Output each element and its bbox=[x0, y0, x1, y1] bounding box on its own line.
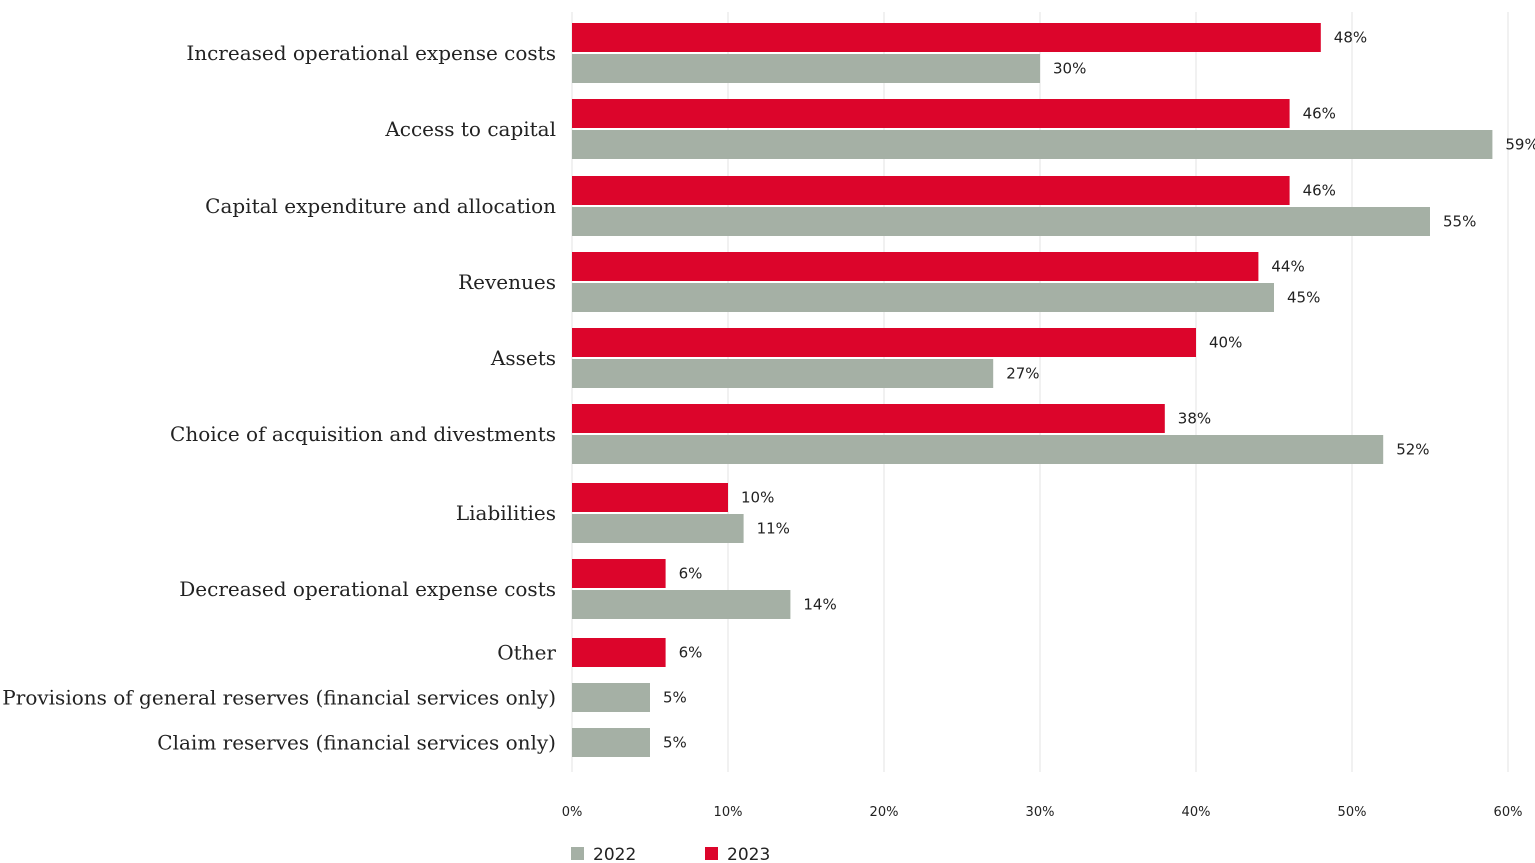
bar-2022 bbox=[572, 514, 744, 543]
x-tick-label: 40% bbox=[1182, 805, 1211, 820]
data-label: 45% bbox=[1287, 289, 1320, 307]
x-tick-label: 60% bbox=[1494, 805, 1523, 820]
bar-2023 bbox=[572, 404, 1165, 433]
data-label: 40% bbox=[1209, 334, 1242, 352]
bar-2022 bbox=[572, 435, 1384, 464]
category-label: Increased operational expense costs bbox=[186, 41, 556, 65]
data-label: 38% bbox=[1178, 410, 1211, 428]
data-label: 10% bbox=[741, 489, 774, 507]
category-label: Liabilities bbox=[456, 501, 556, 525]
bar-2023 bbox=[572, 23, 1321, 52]
bar-2023 bbox=[572, 252, 1259, 281]
category-label: Other bbox=[497, 641, 556, 665]
x-tick-label: 20% bbox=[870, 805, 899, 820]
data-label: 46% bbox=[1303, 105, 1336, 123]
x-tick-label: 30% bbox=[1026, 805, 1055, 820]
bar-2022 bbox=[572, 590, 791, 619]
data-label: 5% bbox=[663, 689, 687, 707]
bar-2022 bbox=[572, 283, 1274, 312]
category-labels: Increased operational expense costs Acces… bbox=[2, 41, 556, 755]
bar-2023 bbox=[572, 99, 1290, 128]
bars bbox=[572, 23, 1493, 757]
data-labels: 48% 30% 46% 59% 46% 55% 44% 45% 40% 27% 38% 52% 10% 1… bbox=[663, 29, 1535, 752]
category-label: Capital expenditure and allocation bbox=[205, 194, 556, 218]
category-label: Claim reserves (financial services only) bbox=[157, 731, 556, 755]
data-label: 11% bbox=[757, 520, 790, 538]
data-label: 46% bbox=[1303, 182, 1336, 200]
bar-2022 bbox=[572, 207, 1430, 236]
category-label: Revenues bbox=[458, 270, 556, 294]
bar-2022 bbox=[572, 54, 1040, 83]
bar-2022 bbox=[572, 683, 650, 712]
legend-label: 2023 bbox=[727, 845, 770, 863]
data-label: 55% bbox=[1443, 213, 1476, 231]
data-label: 59% bbox=[1505, 136, 1535, 154]
data-label: 27% bbox=[1006, 365, 1039, 383]
category-label: Decreased operational expense costs bbox=[179, 577, 556, 601]
bar-2022 bbox=[572, 728, 650, 757]
category-label: Assets bbox=[490, 346, 556, 370]
data-label: 6% bbox=[679, 565, 703, 583]
bar-2022 bbox=[572, 130, 1493, 159]
data-label: 52% bbox=[1396, 441, 1429, 459]
data-label: 6% bbox=[679, 644, 703, 662]
legend-label: 2022 bbox=[593, 845, 636, 863]
data-label: 30% bbox=[1053, 60, 1086, 78]
legend: 2022 2023 bbox=[571, 845, 770, 863]
x-axis-ticks: 0% 10% 20% 30% 40% 50% 60% bbox=[562, 805, 1523, 820]
data-label: 14% bbox=[803, 596, 836, 614]
data-label: 48% bbox=[1334, 29, 1367, 47]
data-label: 5% bbox=[663, 734, 687, 752]
bar-2022 bbox=[572, 359, 994, 388]
bar-2023 bbox=[572, 328, 1196, 357]
category-label: Choice of acquisition and divestments bbox=[170, 422, 556, 446]
x-tick-label: 10% bbox=[714, 805, 743, 820]
bar-2023 bbox=[572, 638, 666, 667]
legend-swatch bbox=[571, 847, 584, 860]
category-label: Access to capital bbox=[384, 117, 556, 141]
data-label: 44% bbox=[1271, 258, 1304, 276]
x-tick-label: 50% bbox=[1338, 805, 1367, 820]
bar-2023 bbox=[572, 559, 666, 588]
x-tick-label: 0% bbox=[562, 805, 583, 820]
bar-2023 bbox=[572, 483, 728, 512]
bar-2023 bbox=[572, 176, 1290, 205]
category-label: Provisions of general reserves (financia… bbox=[2, 686, 556, 710]
legend-swatch bbox=[705, 847, 718, 860]
